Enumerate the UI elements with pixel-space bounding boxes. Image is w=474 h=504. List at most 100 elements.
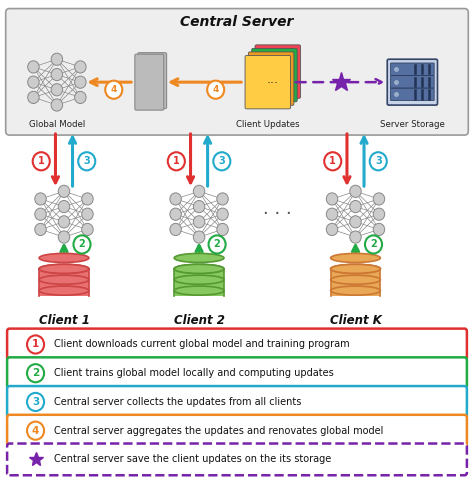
Circle shape bbox=[217, 223, 228, 235]
Circle shape bbox=[35, 208, 46, 220]
Text: 2: 2 bbox=[79, 239, 85, 249]
Circle shape bbox=[27, 336, 44, 354]
Circle shape bbox=[82, 193, 93, 205]
Ellipse shape bbox=[39, 286, 89, 295]
Ellipse shape bbox=[331, 264, 380, 273]
Ellipse shape bbox=[331, 254, 380, 263]
FancyBboxPatch shape bbox=[7, 357, 467, 389]
Ellipse shape bbox=[174, 254, 224, 263]
Circle shape bbox=[78, 152, 95, 170]
Text: Central Server: Central Server bbox=[180, 15, 294, 29]
Circle shape bbox=[217, 208, 228, 220]
Circle shape bbox=[51, 99, 63, 111]
Circle shape bbox=[326, 193, 338, 205]
Text: 4: 4 bbox=[212, 85, 219, 94]
FancyBboxPatch shape bbox=[331, 269, 380, 296]
Text: 2: 2 bbox=[370, 239, 377, 249]
Text: 3: 3 bbox=[375, 156, 382, 166]
Ellipse shape bbox=[331, 275, 380, 284]
FancyBboxPatch shape bbox=[135, 54, 164, 110]
Text: · · ·: · · · bbox=[263, 205, 292, 223]
Circle shape bbox=[74, 91, 86, 103]
FancyBboxPatch shape bbox=[6, 9, 468, 135]
Circle shape bbox=[51, 84, 63, 96]
Circle shape bbox=[35, 223, 46, 235]
FancyBboxPatch shape bbox=[391, 88, 434, 101]
Circle shape bbox=[326, 208, 338, 220]
Circle shape bbox=[73, 235, 91, 254]
Text: Central server aggregates the updates and renovates global model: Central server aggregates the updates an… bbox=[54, 426, 383, 435]
Circle shape bbox=[27, 91, 39, 103]
Circle shape bbox=[105, 81, 122, 99]
Text: Client downloads current global model and training program: Client downloads current global model an… bbox=[54, 340, 349, 349]
Circle shape bbox=[33, 152, 50, 170]
Text: 3: 3 bbox=[219, 156, 225, 166]
Text: ...: ... bbox=[266, 73, 279, 86]
FancyBboxPatch shape bbox=[391, 76, 434, 88]
Circle shape bbox=[58, 231, 70, 243]
FancyBboxPatch shape bbox=[137, 53, 166, 109]
Circle shape bbox=[170, 208, 182, 220]
FancyBboxPatch shape bbox=[7, 329, 467, 360]
Circle shape bbox=[74, 76, 86, 88]
Circle shape bbox=[365, 235, 382, 254]
FancyBboxPatch shape bbox=[252, 48, 297, 102]
Circle shape bbox=[82, 223, 93, 235]
Ellipse shape bbox=[174, 286, 224, 295]
Circle shape bbox=[324, 152, 341, 170]
Circle shape bbox=[58, 216, 70, 228]
Text: Central server save the client updates on the its storage: Central server save the client updates o… bbox=[54, 455, 331, 464]
Circle shape bbox=[82, 208, 93, 220]
Circle shape bbox=[350, 216, 361, 228]
FancyBboxPatch shape bbox=[391, 63, 434, 75]
Text: Client Updates: Client Updates bbox=[236, 120, 300, 129]
Circle shape bbox=[193, 216, 205, 228]
Circle shape bbox=[74, 61, 86, 73]
Circle shape bbox=[170, 193, 182, 205]
Circle shape bbox=[27, 76, 39, 88]
Circle shape bbox=[350, 185, 361, 198]
Text: Client trains global model locally and computing updates: Client trains global model locally and c… bbox=[54, 368, 333, 378]
Text: 3: 3 bbox=[83, 156, 90, 166]
Text: Client K: Client K bbox=[329, 313, 382, 327]
Circle shape bbox=[168, 152, 185, 170]
Text: 1: 1 bbox=[32, 340, 39, 349]
Text: 2: 2 bbox=[214, 239, 220, 249]
Ellipse shape bbox=[174, 264, 224, 273]
Ellipse shape bbox=[331, 286, 380, 295]
FancyBboxPatch shape bbox=[387, 59, 438, 105]
Circle shape bbox=[326, 223, 338, 235]
Circle shape bbox=[51, 69, 63, 81]
Circle shape bbox=[193, 201, 205, 213]
Circle shape bbox=[350, 201, 361, 213]
Circle shape bbox=[207, 81, 224, 99]
Circle shape bbox=[373, 223, 385, 235]
FancyBboxPatch shape bbox=[39, 269, 89, 296]
FancyBboxPatch shape bbox=[245, 55, 291, 109]
Circle shape bbox=[373, 193, 385, 205]
FancyBboxPatch shape bbox=[248, 52, 294, 105]
Text: 1: 1 bbox=[329, 156, 336, 166]
Circle shape bbox=[27, 393, 44, 411]
Ellipse shape bbox=[39, 254, 89, 263]
Circle shape bbox=[193, 231, 205, 243]
Text: 1: 1 bbox=[38, 156, 45, 166]
Text: 4: 4 bbox=[110, 85, 117, 94]
Text: Client 1: Client 1 bbox=[38, 313, 90, 327]
FancyBboxPatch shape bbox=[7, 444, 467, 475]
Circle shape bbox=[217, 193, 228, 205]
Circle shape bbox=[27, 364, 44, 382]
Text: 2: 2 bbox=[32, 368, 39, 378]
Text: Central server collects the updates from all clients: Central server collects the updates from… bbox=[54, 397, 301, 407]
Circle shape bbox=[193, 185, 205, 198]
Text: 4: 4 bbox=[32, 426, 39, 435]
FancyBboxPatch shape bbox=[7, 386, 467, 418]
Text: Server Storage: Server Storage bbox=[380, 120, 445, 129]
Circle shape bbox=[27, 61, 39, 73]
Circle shape bbox=[58, 185, 70, 198]
Circle shape bbox=[373, 208, 385, 220]
Circle shape bbox=[350, 231, 361, 243]
Circle shape bbox=[213, 152, 230, 170]
Circle shape bbox=[27, 421, 44, 439]
Circle shape bbox=[170, 223, 182, 235]
